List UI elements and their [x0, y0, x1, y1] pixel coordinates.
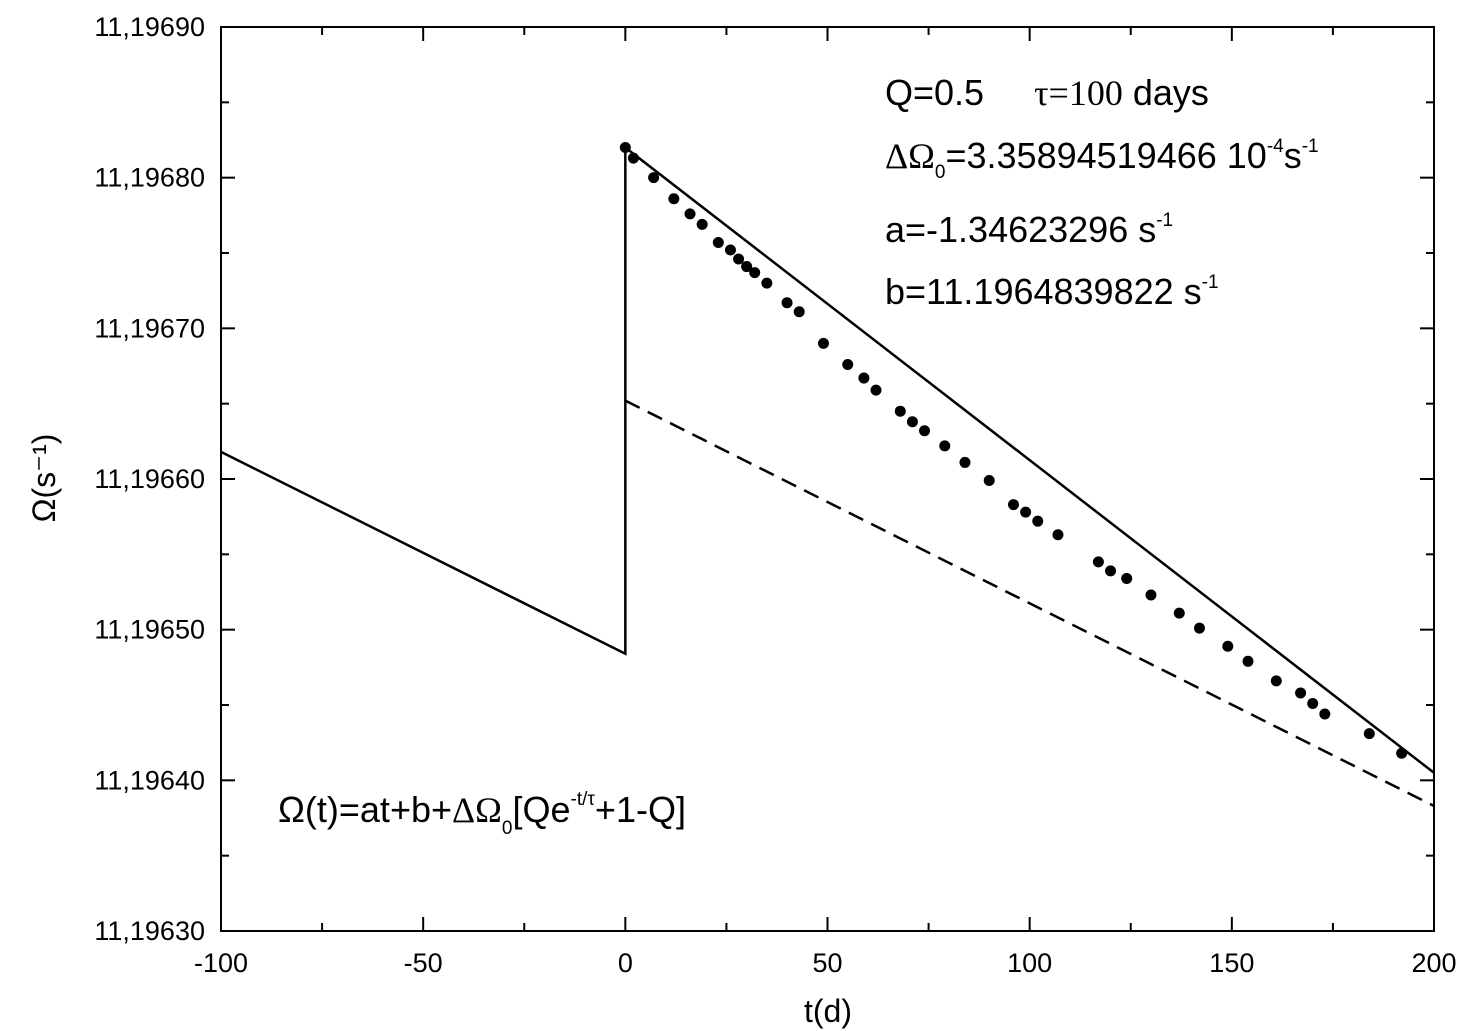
data-point	[648, 172, 660, 184]
a-text: a=-1.34623296 s	[885, 209, 1156, 250]
data-point	[842, 358, 854, 370]
data-point	[1052, 529, 1064, 541]
series-markers	[619, 142, 1408, 759]
data-point	[1295, 687, 1307, 699]
data-point	[724, 244, 736, 256]
formula-mid: [Qe	[513, 789, 571, 830]
x-tick-label: 200	[1411, 948, 1456, 978]
data-point	[627, 152, 639, 164]
data-point	[781, 297, 793, 309]
y-tick-label: 11,19630	[94, 916, 205, 946]
y-tick-label: 11,19650	[94, 615, 205, 645]
data-point	[1193, 622, 1205, 634]
x-tick-label: 150	[1209, 948, 1254, 978]
data-point	[1222, 640, 1234, 652]
data-point	[1396, 747, 1408, 759]
delta-omega-symbol: ΔΩ	[885, 136, 935, 176]
data-point	[919, 425, 931, 437]
data-point	[793, 306, 805, 318]
y-tick-label: 11,19680	[94, 163, 205, 193]
q-text: Q=0.5	[885, 72, 984, 113]
data-point	[959, 456, 971, 468]
tau-unit: days	[1133, 72, 1209, 113]
data-point	[1270, 675, 1282, 687]
formula-exponent: -t/τ	[571, 789, 596, 810]
annotation-q: Q=0.5 τ=100 days	[885, 72, 1209, 113]
data-point	[906, 416, 918, 428]
data-point	[668, 193, 680, 205]
data-point	[1145, 589, 1157, 601]
y-tick-labels: 11,19630 11,19640 11,19650 11,19660 11,19670…	[94, 12, 205, 946]
x-tick-label: -50	[404, 948, 443, 978]
x-tick-labels: -100 -50 0 50 100 150 200	[194, 948, 1457, 978]
data-point	[1092, 556, 1104, 568]
data-point	[1242, 655, 1254, 667]
data-point	[712, 236, 724, 248]
annotation-delta-omega: ΔΩ0=3.35894519466 10-4s-1	[885, 135, 1319, 183]
dashed-series-line	[624, 399, 1435, 808]
formula-lhs: Ω(t)=at+b+	[278, 789, 452, 830]
b-text: b=11.1964839822 s	[885, 271, 1202, 312]
data-point	[1020, 506, 1032, 518]
delta-omega-exponent: -4	[1267, 136, 1284, 157]
annotation-a: a=-1.34623296 s-1	[885, 209, 1173, 250]
delta-omega-subscript: 0	[935, 162, 946, 183]
data-point	[870, 384, 882, 396]
data-point	[983, 475, 995, 487]
data-point	[761, 277, 773, 289]
delta-omega-unit-exponent: -1	[1302, 136, 1319, 157]
solid-series-line	[220, 144, 1435, 774]
delta-omega-unit: s	[1284, 135, 1302, 176]
formula-delta-omega: ΔΩ	[452, 790, 502, 830]
tau-symbol: τ	[1034, 73, 1048, 113]
data-point	[741, 261, 753, 273]
data-point	[1307, 697, 1319, 709]
data-point	[696, 218, 708, 230]
data-point	[619, 142, 631, 154]
data-point	[817, 337, 829, 349]
y-tick-label: 11,19640	[94, 765, 205, 795]
data-point	[1121, 572, 1133, 584]
delta-omega-value: =3.35894519466 10	[945, 135, 1266, 176]
x-tick-label: -100	[194, 948, 248, 978]
data-point	[749, 267, 761, 279]
formula: Ω(t)=at+b+ΔΩ0[Qe-t/τ+1-Q]	[278, 789, 686, 839]
data-point	[1105, 565, 1117, 577]
formula-subscript: 0	[502, 818, 513, 839]
x-tick-label: 100	[1007, 948, 1052, 978]
y-tick-label: 11,19690	[94, 12, 205, 42]
data-point	[939, 440, 951, 452]
data-point	[858, 372, 870, 384]
a-exponent: -1	[1156, 210, 1173, 231]
data-point	[894, 405, 906, 417]
data-point	[1319, 708, 1331, 720]
formula-rhs: +1-Q]	[595, 789, 686, 830]
x-tick-label: 50	[812, 948, 842, 978]
data-point	[733, 253, 745, 265]
b-exponent: -1	[1202, 272, 1219, 293]
x-axis-title: t(d)	[804, 993, 852, 1029]
data-point	[684, 208, 696, 220]
data-point	[1032, 515, 1044, 527]
annotation-b: b=11.1964839822 s-1	[885, 271, 1219, 312]
x-tick-label: 0	[618, 948, 633, 978]
y-tick-label: 11,19660	[94, 464, 205, 494]
data-point	[1173, 607, 1185, 619]
y-tick-label: 11,19670	[94, 313, 205, 343]
tau-value: =100	[1049, 73, 1123, 113]
series-lines	[220, 144, 1435, 808]
axis-ticks	[220, 26, 1435, 932]
y-axis-title: Ω(s⁻¹)	[26, 434, 62, 523]
data-point	[1363, 728, 1375, 740]
data-point	[1007, 499, 1019, 511]
